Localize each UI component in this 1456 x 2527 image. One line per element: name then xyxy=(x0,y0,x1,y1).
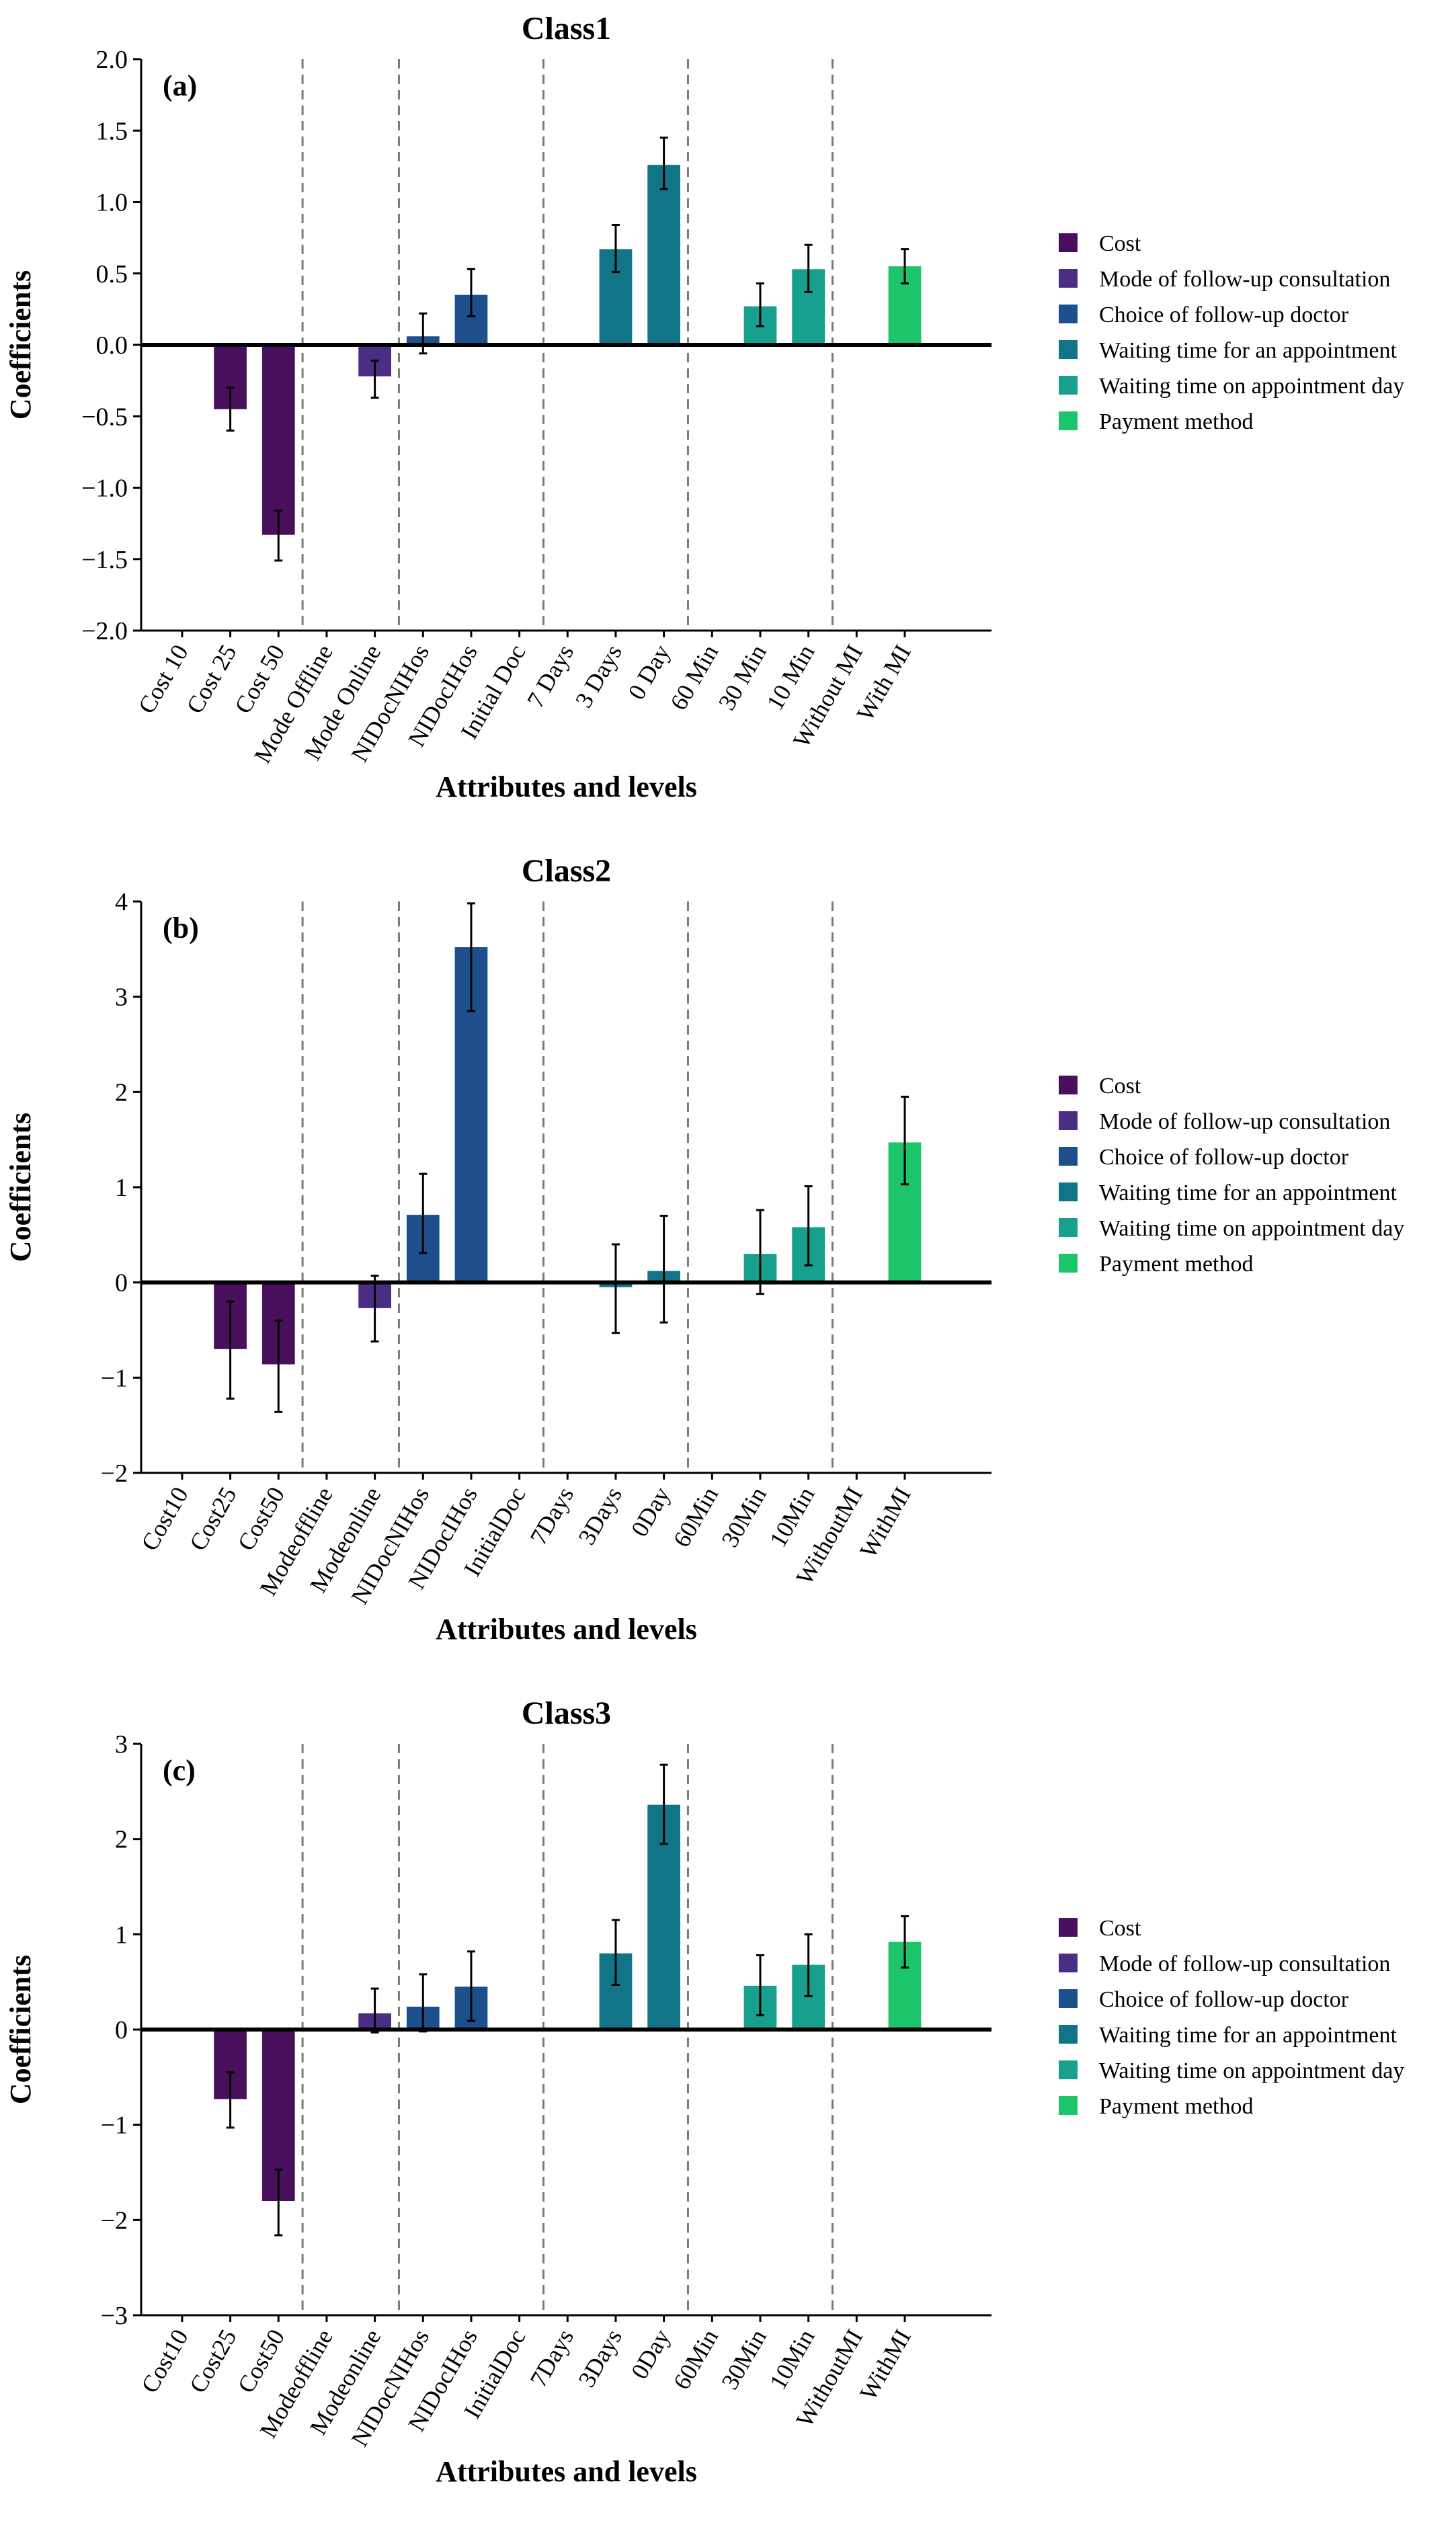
legend-label: Waiting time for an appointment xyxy=(1099,338,1397,363)
legend-label: Cost xyxy=(1099,1916,1141,1941)
legend-label: Waiting time on appointment day xyxy=(1099,2058,1404,2083)
y-tick-label: −1.5 xyxy=(81,546,128,574)
chart-title: Class2 xyxy=(522,853,611,889)
legend-swatch xyxy=(1059,305,1078,323)
x-axis-title: Attributes and levels xyxy=(436,770,697,803)
chart-svg: Class1 (a) 2.0 1.5 1.0 0.5 0.0 −0.5 −1.0 −1.5 −2.0… xyxy=(4,11,1404,803)
y-axis-title: Coefficients xyxy=(4,1955,37,2104)
y-tick-label: −1 xyxy=(101,1364,128,1392)
x-tick-label: 0Day xyxy=(626,2325,676,2384)
x-axis-title: Attributes and levels xyxy=(436,1613,697,1646)
x-tick-label: 60 Min xyxy=(665,640,723,715)
x-tick-label: Cost25 xyxy=(184,1482,242,1555)
chart-title: Class1 xyxy=(522,11,611,46)
legend-swatch xyxy=(1059,269,1078,288)
legend-label: Choice of follow-up doctor xyxy=(1099,1987,1349,2012)
legend-swatch xyxy=(1059,1111,1078,1130)
x-tick-label: 30Min xyxy=(716,2325,772,2394)
y-tick-label: 0 xyxy=(115,1269,128,1297)
y-axis-title: Coefficients xyxy=(4,270,37,419)
legend-label: Mode of follow-up consultation xyxy=(1099,267,1390,292)
panel-label: (c) xyxy=(163,1754,196,1787)
y-tick-label: 0 xyxy=(115,2016,128,2044)
y-tick-label: 3 xyxy=(115,1730,128,1759)
bar xyxy=(647,165,681,345)
legend-swatch xyxy=(1059,1218,1078,1237)
y-tick-label: 3 xyxy=(115,984,128,1012)
legend-swatch xyxy=(1059,2060,1078,2079)
legend-label: Cost xyxy=(1099,1074,1141,1098)
legend-label: Choice of follow-up doctor xyxy=(1099,303,1349,327)
y-tick-label: 1 xyxy=(115,1174,128,1202)
legend-label: Cost xyxy=(1099,231,1141,256)
legend-swatch xyxy=(1059,1989,1078,2008)
legend-swatch xyxy=(1059,233,1078,252)
x-axis-title: Attributes and levels xyxy=(436,2455,697,2488)
y-tick-label: −2 xyxy=(101,1459,128,1488)
legend-swatch xyxy=(1059,340,1078,359)
y-axis-title: Coefficients xyxy=(4,1113,37,1262)
y-tick-label: 0.0 xyxy=(96,331,128,360)
legend-swatch xyxy=(1059,1147,1078,1166)
y-tick-label: −0.5 xyxy=(81,403,128,431)
legend-swatch xyxy=(1059,1954,1078,1972)
panel-label: (b) xyxy=(163,912,199,945)
y-tick-label: −3 xyxy=(101,2302,128,2330)
legend-label: Waiting time for an appointment xyxy=(1099,1180,1397,1205)
x-tick-label: 30 Min xyxy=(713,640,772,715)
legend-swatch xyxy=(1059,1076,1078,1094)
legend-swatch xyxy=(1059,376,1078,395)
bar xyxy=(261,345,295,535)
x-tick-label: 3Days xyxy=(573,2325,627,2392)
legend-label: Payment method xyxy=(1099,1252,1253,1277)
y-tick-label: 2 xyxy=(115,1078,128,1107)
x-tick-label: 7 Days xyxy=(522,640,579,712)
x-tick-label: 60Min xyxy=(668,1482,724,1552)
x-tick-label: 7Days xyxy=(525,1482,579,1550)
chart-title: Class3 xyxy=(522,1695,611,1731)
x-tick-label: Cost25 xyxy=(184,2325,242,2397)
legend-swatch xyxy=(1059,1918,1078,1937)
legend-label: Payment method xyxy=(1099,409,1253,434)
legend-label: Payment method xyxy=(1099,2094,1253,2119)
x-tick-label: 60Min xyxy=(668,2325,724,2394)
legend-label: Waiting time for an appointment xyxy=(1099,2023,1397,2048)
x-tick-label: 0Day xyxy=(626,1482,676,1541)
x-tick-label: 3 Days xyxy=(570,640,627,712)
x-tick-label: Cost10 xyxy=(136,2325,194,2397)
y-tick-label: 4 xyxy=(115,888,128,916)
legend-label: Mode of follow-up consultation xyxy=(1099,1109,1390,1134)
y-tick-label: −1 xyxy=(101,2112,128,2140)
chart-svg: Class2(b)43210−1−2CoefficientsCost10Cost… xyxy=(4,853,1404,1646)
y-tick-label: 2.0 xyxy=(96,46,128,74)
legend-label: Waiting time on appointment day xyxy=(1099,1216,1404,1241)
legend-swatch xyxy=(1059,1254,1078,1273)
chart-svg: Class3(c)3210−1−2−3CoefficientsCost10Cos… xyxy=(4,1695,1404,2488)
y-tick-label: −2.0 xyxy=(81,617,128,645)
legend-label: Waiting time on appointment day xyxy=(1099,374,1404,399)
y-tick-label: −1.0 xyxy=(81,475,128,503)
chart-panel-class2: Class2 (b) 4 3 2 1 0 −1 −2 Coefficients Cost10 Cost… xyxy=(0,842,1456,1685)
chart-panel-class3: Class3 (c) 3 2 1 0 −1 −2 −3 Coefficients Cost10 Cos… xyxy=(0,1685,1456,2527)
x-tick-label: Cost10 xyxy=(136,1482,194,1555)
y-tick-label: 1.5 xyxy=(96,117,128,145)
y-tick-label: 0.5 xyxy=(96,260,128,288)
y-tick-label: 1 xyxy=(115,1921,128,1949)
legend-swatch xyxy=(1059,2096,1078,2115)
y-tick-label: 1.0 xyxy=(96,189,128,217)
x-tick-label: 3Days xyxy=(573,1482,627,1550)
x-tick-label: 30Min xyxy=(716,1482,772,1552)
legend-swatch xyxy=(1059,411,1078,430)
legend-label: Mode of follow-up consultation xyxy=(1099,1952,1390,1976)
legend-swatch xyxy=(1059,1182,1078,1201)
chart-panel-class1: Class1 (a) 2.0 1.5 1.0 0.5 0.0 −0.5 −1.0 −1.5 −2.0… xyxy=(0,0,1456,842)
x-tick-label: 0 Day xyxy=(622,640,675,704)
y-tick-label: −2 xyxy=(101,2206,128,2235)
legend-swatch xyxy=(1059,2025,1078,2044)
y-tick-label: 2 xyxy=(115,1826,128,1854)
legend-label: Choice of follow-up doctor xyxy=(1099,1145,1349,1170)
panel-label: (a) xyxy=(163,69,197,102)
x-tick-label: 7Days xyxy=(525,2325,579,2392)
